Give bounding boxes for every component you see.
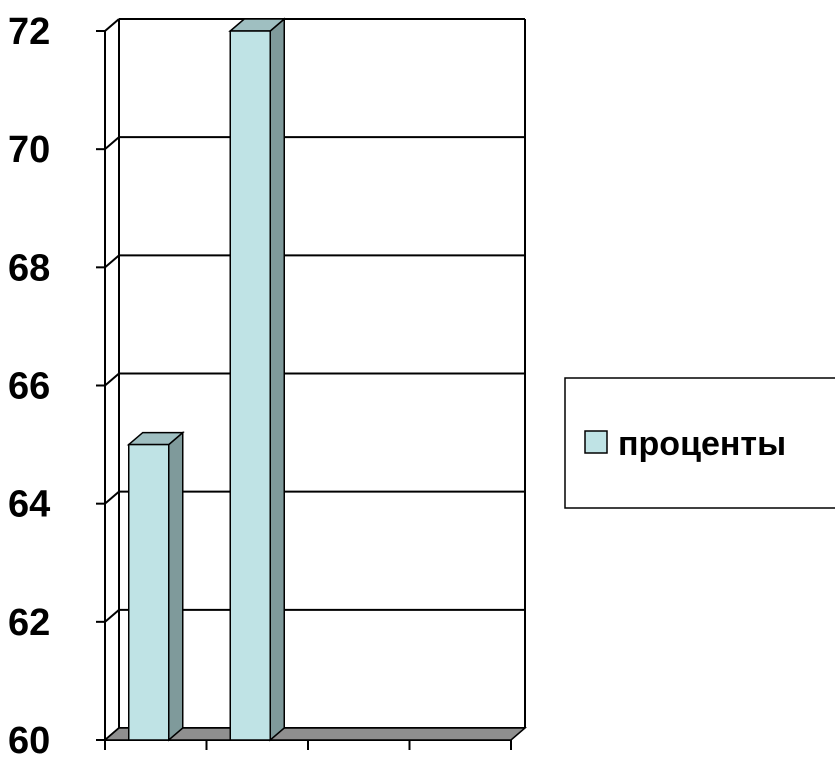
bar-group xyxy=(228,17,287,742)
y-tick-label: 60 xyxy=(8,720,50,758)
y-tick-label: 62 xyxy=(8,602,50,644)
gridline-side xyxy=(104,254,120,269)
legend-box xyxy=(564,377,835,509)
gridline-side xyxy=(104,372,120,387)
gridline-side xyxy=(104,490,120,505)
gridline-side xyxy=(104,136,120,150)
y-tick-label: 64 xyxy=(8,484,50,526)
floor-layer xyxy=(102,727,528,741)
legend-label: проценты xyxy=(618,425,786,463)
chart-floor xyxy=(102,727,528,741)
y-tick-label: 66 xyxy=(8,366,50,408)
grid-layer xyxy=(104,18,525,741)
legend-swatch xyxy=(584,430,608,454)
bars-layer xyxy=(126,17,287,742)
ticks-layer: 60 62 64 66 68 70 72 xyxy=(8,11,50,758)
gridline-side xyxy=(104,18,120,32)
bar xyxy=(229,30,271,741)
gridline-side xyxy=(104,609,120,623)
y-tick-label: 68 xyxy=(8,247,50,289)
bar-side xyxy=(269,17,285,742)
y-tick-label: 70 xyxy=(8,129,50,171)
bar xyxy=(128,443,170,741)
y-tick-label: 72 xyxy=(8,11,50,53)
legend: проценты xyxy=(564,377,835,509)
bar-group xyxy=(126,430,185,742)
bar-side xyxy=(168,430,184,742)
